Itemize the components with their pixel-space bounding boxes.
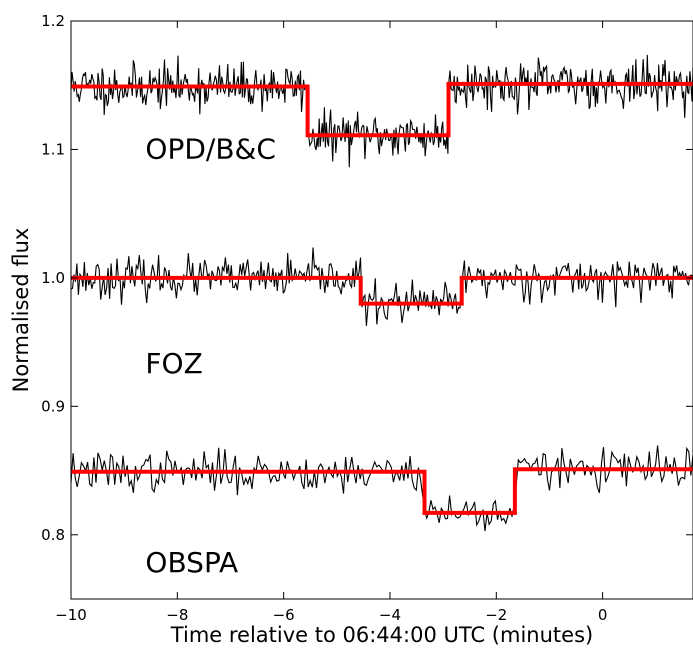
x-tick-label: 0 <box>598 606 608 624</box>
x-tick-label: −10 <box>55 606 87 624</box>
data-curve-1 <box>71 247 693 326</box>
x-tick-label: −4 <box>379 606 401 624</box>
x-axis-label: Time relative to 06:44:00 UTC (minutes) <box>170 623 593 647</box>
x-tick-label: −6 <box>273 606 295 624</box>
y-axis-label: Normalised flux <box>9 228 33 393</box>
y-tick-label: 1.1 <box>41 140 65 158</box>
model-curve-1 <box>71 275 693 306</box>
x-tick-label: −8 <box>166 606 188 624</box>
y-tick-label: 0.9 <box>41 397 65 415</box>
data-curve-2 <box>71 445 693 532</box>
y-tick-label: 0.8 <box>41 526 65 544</box>
x-tick-label: −2 <box>485 606 507 624</box>
plot-frame <box>70 20 693 600</box>
model-curve-2 <box>71 467 693 515</box>
series-label-0: OPD/B&C <box>145 132 276 165</box>
series-label-2: OBSPA <box>145 546 238 579</box>
model-curve-0 <box>71 81 693 138</box>
y-tick-label: 1.0 <box>41 269 65 287</box>
series-label-1: FOZ <box>145 347 202 380</box>
y-tick-label: 1.2 <box>41 12 65 30</box>
